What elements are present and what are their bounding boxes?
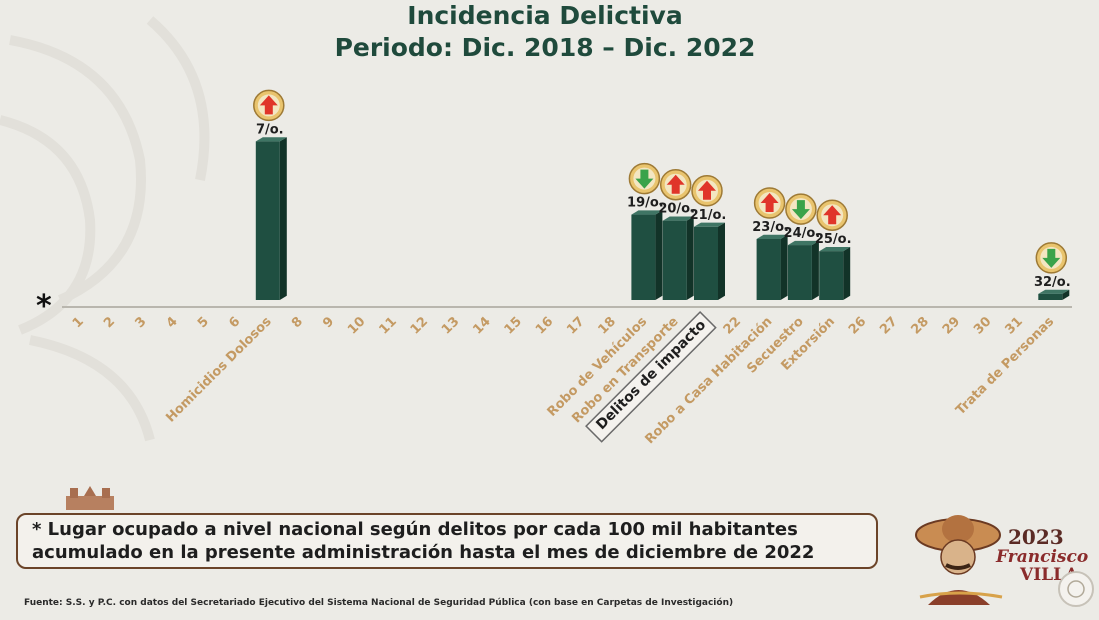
svg-text:16: 16: [533, 314, 556, 337]
tick-label-11: 11: [376, 314, 399, 337]
bar-7: [255, 137, 287, 300]
tick-label-3: 3: [132, 314, 149, 331]
tick-label-7: Homicidios Dolosos: [163, 314, 275, 426]
svg-text:29: 29: [940, 314, 963, 337]
arrow-up-icon: [753, 187, 786, 219]
arrow-down-icon: [785, 193, 817, 225]
chart-subtitle: Periodo: Dic. 2018 – Dic. 2022: [334, 33, 756, 62]
tick-label-28: 28: [909, 314, 932, 337]
government-seal-icon: [1058, 571, 1094, 607]
svg-text:6: 6: [226, 314, 243, 331]
svg-text:2: 2: [101, 314, 118, 331]
tick-label-9: 9: [320, 314, 337, 331]
bar-32: [1038, 289, 1070, 300]
arrow-up-icon: [253, 89, 285, 122]
svg-text:8: 8: [289, 314, 306, 331]
arrow-up-icon: [659, 168, 692, 201]
value-label-19: 19/o.: [627, 196, 664, 211]
svg-text:12: 12: [408, 314, 431, 337]
arrow-down-icon: [628, 162, 661, 195]
svg-text:15: 15: [502, 314, 525, 337]
value-label-25: 25/o.: [815, 232, 852, 247]
svg-text:13: 13: [439, 314, 462, 337]
tick-label-27: 27: [877, 314, 900, 337]
tick-label-4: 4: [164, 314, 181, 331]
tick-label-15: 15: [502, 314, 525, 337]
svg-text:22: 22: [721, 314, 744, 337]
source-note: Fuente: S.S. y P.C. con datos del Secret…: [24, 598, 734, 608]
value-label-32: 32/o.: [1034, 275, 1071, 290]
villa-portrait-icon: [915, 515, 1003, 605]
footnote-line-1: * Lugar ocupado a nivel nacional según d…: [32, 519, 798, 540]
tick-label-31: 31: [1002, 314, 1025, 337]
svg-text:5: 5: [195, 314, 212, 331]
tick-label-14: 14: [470, 314, 493, 337]
footnote-box: * Lugar ocupado a nivel nacional según d…: [16, 513, 878, 569]
asterisk-marker: *: [36, 289, 52, 324]
tick-label-17: 17: [564, 314, 587, 337]
svg-text:28: 28: [909, 314, 932, 337]
svg-text:31: 31: [1002, 314, 1025, 337]
value-label-23: 23/o.: [752, 220, 789, 235]
svg-text:26: 26: [846, 314, 869, 337]
svg-text:3: 3: [132, 314, 149, 331]
tick-label-1: 1: [70, 314, 87, 331]
tick-label-2: 2: [101, 314, 118, 331]
bar-21: [694, 222, 725, 300]
tick-label-10: 10: [345, 314, 368, 337]
svg-text:18: 18: [596, 314, 619, 337]
value-label-20: 20/o.: [658, 202, 695, 217]
tick-label-12: 12: [408, 314, 431, 337]
tick-label-8: 8: [289, 314, 306, 331]
svg-text:Homicidios Dolosos: Homicidios Dolosos: [163, 314, 275, 426]
value-label-7: 7/o.: [256, 122, 284, 137]
svg-text:14: 14: [470, 314, 493, 337]
tick-label-16: 16: [533, 314, 556, 337]
arrow-up-icon: [816, 199, 848, 231]
svg-text:10: 10: [345, 314, 368, 337]
footnote-line-2: acumulado en la presente administración …: [32, 542, 815, 563]
tick-label-6: 6: [226, 314, 243, 331]
tick-label-30: 30: [971, 314, 994, 337]
tick-label-5: 5: [195, 314, 212, 331]
arrow-up-icon: [691, 175, 723, 207]
chart-title: Incidencia Delictiva: [407, 1, 683, 30]
background-ornament: [0, 16, 210, 442]
arrow-down-icon: [1035, 242, 1068, 274]
svg-text:27: 27: [877, 314, 900, 337]
bar-24: [787, 240, 819, 300]
logo-name: Francisco: [996, 547, 1089, 567]
svg-text:30: 30: [971, 314, 994, 337]
svg-text:1: 1: [70, 314, 87, 331]
tick-label-13: 13: [439, 314, 462, 337]
svg-text:11: 11: [376, 314, 399, 337]
value-label-24: 24/o.: [784, 226, 821, 241]
svg-text:9: 9: [320, 314, 337, 331]
bar-20: [662, 216, 694, 300]
svg-text:4: 4: [164, 314, 181, 331]
value-label-21: 21/o.: [690, 208, 727, 223]
tick-label-29: 29: [940, 314, 963, 337]
francisco-villa-logo: 2023 Francisco VILLA: [910, 505, 1099, 615]
logo-year: 2023: [1008, 525, 1064, 549]
bar-23: [756, 234, 788, 300]
bar-19: [631, 210, 663, 300]
bar-25: [819, 247, 851, 300]
cathedral-logo-icon: [66, 486, 114, 510]
svg-text:17: 17: [564, 314, 587, 337]
tick-label-22: 22: [721, 314, 744, 337]
tick-label-26: 26: [846, 314, 869, 337]
tick-label-18: 18: [596, 314, 619, 337]
